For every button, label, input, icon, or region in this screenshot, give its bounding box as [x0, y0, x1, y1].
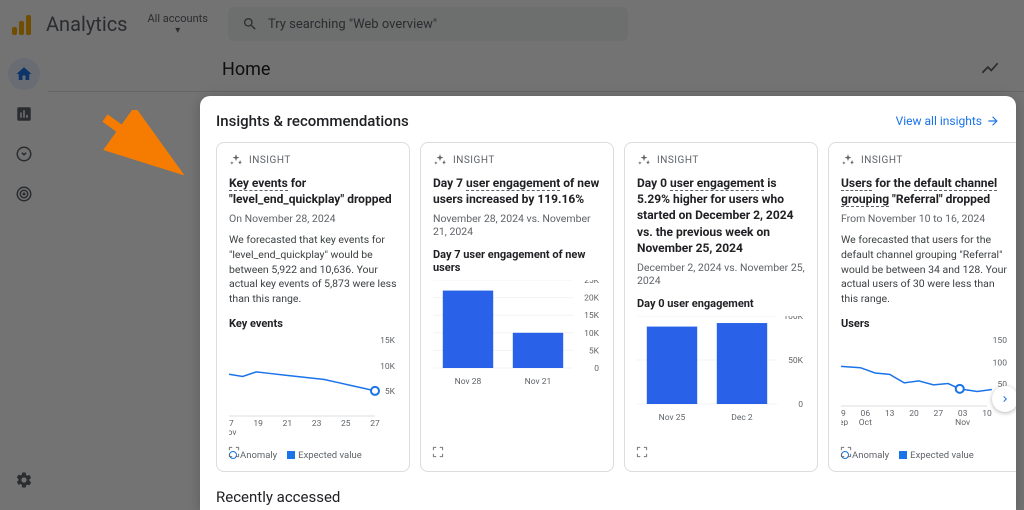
svg-text:10K: 10K	[380, 362, 396, 372]
card-chart: 0 50K 100K Nov 25 Dec 2	[637, 316, 805, 461]
top-bar: Analytics All accounts ▾ Try searching "…	[0, 0, 1024, 48]
brand-label: Analytics	[46, 12, 128, 36]
insight-card[interactable]: INSIGHT Day 7 user engagement of new use…	[420, 142, 614, 472]
chart-legend: AnomalyExpected value	[229, 450, 397, 461]
insight-cards-row: INSIGHT Key events for "level_end_quickp…	[216, 142, 1000, 472]
svg-text:0: 0	[594, 364, 599, 374]
recently-accessed-heading: Recently accessed	[216, 488, 1000, 506]
svg-text:20K: 20K	[584, 294, 600, 304]
nav-advertising-icon[interactable]	[8, 178, 40, 210]
svg-text:Oct: Oct	[859, 418, 872, 426]
search-icon	[242, 16, 258, 32]
card-chart: 5010015029Sep06Oct13202703Nov10	[841, 336, 1009, 446]
svg-text:10K: 10K	[584, 329, 600, 339]
svg-text:10: 10	[982, 409, 992, 419]
card-body: We forecasted that key events for "level…	[229, 233, 397, 306]
chart-section-label: Day 7 user engagement of new users	[433, 248, 601, 274]
chevron-right-icon	[999, 393, 1011, 405]
card-chart: 0 5K 10K 15K 20K 25K Nov 28 Nov 21	[433, 280, 601, 461]
svg-text:Nov: Nov	[955, 418, 970, 426]
insight-card[interactable]: INSIGHT Day 0 user engagement is 5.29% h…	[624, 142, 818, 472]
chart-legend: AnomalyExpected value	[841, 450, 1009, 461]
insight-badge: INSIGHT	[229, 153, 397, 167]
svg-text:100K: 100K	[783, 316, 803, 322]
card-subtitle: From November 10 to 16, 2024	[841, 212, 1009, 225]
svg-text:50K: 50K	[788, 356, 804, 366]
svg-text:5K: 5K	[589, 347, 600, 357]
card-title: Users for the default channel grouping "…	[841, 175, 1009, 207]
svg-text:15K: 15K	[380, 336, 396, 346]
card-subtitle: December 2, 2024 vs. November 25, 2024	[637, 261, 805, 287]
card-title: Day 7 user engagement of new users incre…	[433, 175, 601, 207]
svg-text:Nov 21: Nov 21	[525, 377, 552, 387]
panel-header: Insights & recommendations View all insi…	[216, 112, 1000, 130]
svg-text:Nov: Nov	[229, 428, 236, 436]
expand-icon[interactable]	[635, 444, 649, 463]
panel-title: Insights & recommendations	[216, 112, 409, 130]
search-placeholder: Try searching "Web overview"	[268, 17, 437, 32]
view-all-label: View all insights	[896, 114, 982, 128]
svg-text:13: 13	[885, 409, 895, 419]
nav-explore-icon[interactable]	[8, 138, 40, 170]
left-nav	[0, 48, 48, 510]
carousel-next-button[interactable]	[992, 386, 1016, 412]
insight-card[interactable]: INSIGHT Users for the default channel gr…	[828, 142, 1016, 472]
svg-text:15K: 15K	[584, 312, 600, 322]
chart-section-label: Key events	[229, 317, 397, 330]
svg-text:100: 100	[993, 358, 1008, 368]
card-subtitle: On November 28, 2024	[229, 212, 397, 225]
expand-icon[interactable]	[839, 444, 853, 463]
svg-text:Sep: Sep	[841, 418, 848, 426]
page-title: Home	[222, 59, 270, 80]
card-title: Key events for "level_end_quickplay" dro…	[229, 175, 397, 207]
account-label: All accounts	[148, 12, 208, 25]
nav-reports-icon[interactable]	[8, 98, 40, 130]
svg-text:27: 27	[370, 419, 380, 429]
insight-badge: INSIGHT	[841, 153, 1009, 167]
svg-text:27: 27	[934, 409, 944, 419]
svg-text:23: 23	[312, 419, 322, 429]
insight-card[interactable]: INSIGHT Key events for "level_end_quickp…	[216, 142, 410, 472]
expand-icon[interactable]	[431, 444, 445, 463]
nav-home-icon[interactable]	[8, 58, 40, 90]
card-body: We forecasted that users for the default…	[841, 233, 1009, 306]
arrow-right-icon	[986, 114, 1000, 128]
analytics-logo-icon	[12, 13, 34, 35]
svg-text:0: 0	[798, 400, 803, 410]
view-all-insights-link[interactable]: View all insights	[896, 114, 1000, 128]
card-chart: 5K10K15K17Nov1921232527	[229, 336, 397, 446]
svg-text:21: 21	[283, 419, 293, 429]
svg-text:Nov 28: Nov 28	[455, 377, 482, 387]
search-input[interactable]: Try searching "Web overview"	[228, 7, 628, 41]
svg-text:20: 20	[909, 409, 919, 419]
insight-badge: INSIGHT	[637, 153, 805, 167]
chart-section-label: Day 0 user engagement	[637, 297, 805, 310]
insights-icon[interactable]	[980, 58, 1000, 82]
account-picker[interactable]: All accounts ▾	[140, 12, 216, 36]
svg-text:Nov 25: Nov 25	[659, 413, 686, 423]
chevron-down-icon: ▾	[175, 25, 180, 36]
card-subtitle: November 28, 2024 vs. November 21, 2024	[433, 212, 601, 238]
nav-admin-icon[interactable]	[8, 464, 40, 496]
svg-text:25K: 25K	[584, 280, 600, 286]
svg-text:19: 19	[253, 419, 263, 429]
svg-text:Dec 2: Dec 2	[731, 413, 753, 423]
page-header: Home	[48, 48, 1024, 92]
svg-text:5K: 5K	[385, 387, 396, 397]
chart-section-label: Users	[841, 317, 1009, 330]
annotation-arrow	[100, 110, 190, 180]
insight-badge: INSIGHT	[433, 153, 601, 167]
svg-text:25: 25	[341, 419, 351, 429]
insights-panel: Insights & recommendations View all insi…	[200, 96, 1016, 510]
svg-text:150: 150	[993, 336, 1008, 346]
expand-icon[interactable]	[227, 444, 241, 463]
card-title: Day 0 user engagement is 5.29% higher fo…	[637, 175, 805, 256]
